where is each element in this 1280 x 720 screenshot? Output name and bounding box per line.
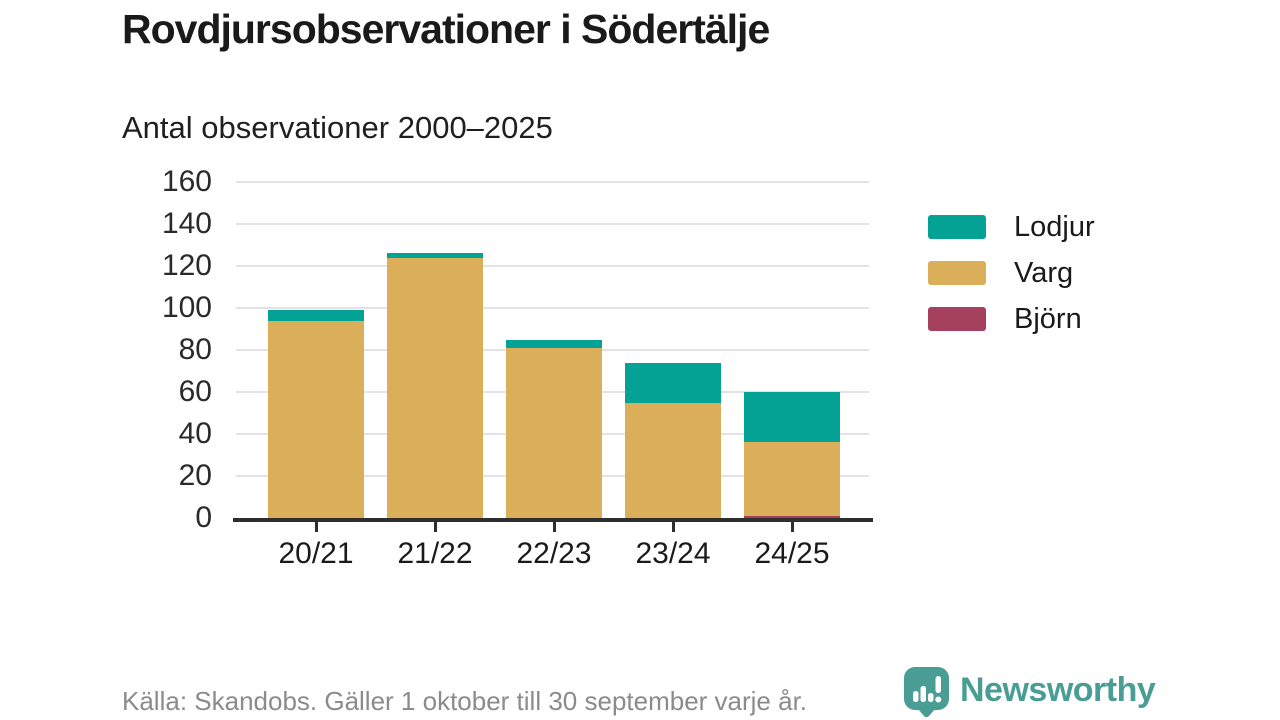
x-axis-tick-label: 20/21 bbox=[278, 537, 354, 570]
legend-label: Björn bbox=[1014, 302, 1082, 335]
bar-segment-lodjur-23-24 bbox=[625, 362, 721, 403]
newsworthy-logo: Newsworthy bbox=[903, 666, 1156, 718]
x-axis-tick-label: 24/25 bbox=[754, 537, 830, 570]
y-axis-tick-label: 140 bbox=[161, 207, 212, 240]
bar-segment-varg-21-22 bbox=[387, 257, 483, 518]
bar-segment-lodjur-20-21 bbox=[268, 310, 364, 321]
newsworthy-logo-icon bbox=[904, 667, 949, 718]
legend-swatch-varg bbox=[928, 261, 986, 285]
plot-area bbox=[236, 181, 869, 518]
legend-swatch-lodjur bbox=[928, 215, 986, 239]
chart-subtitle: Antal observationer 2000–2025 bbox=[122, 110, 553, 145]
bar-segment-varg-20-21 bbox=[268, 320, 364, 518]
bar-segment-varg-24-25 bbox=[744, 442, 840, 516]
x-axis-tick bbox=[314, 522, 318, 532]
legend-item-varg: Varg bbox=[928, 257, 1095, 289]
legend: Lodjur Varg Björn bbox=[928, 211, 1095, 353]
chart-title: Rovdjursobservationer i Södertälje bbox=[122, 6, 770, 52]
legend-item-björn: Björn bbox=[928, 303, 1095, 335]
x-axis-line bbox=[233, 518, 873, 522]
x-axis-tick bbox=[433, 522, 437, 532]
source-note: Källa: Skandobs. Gäller 1 oktober till 3… bbox=[122, 686, 808, 716]
y-axis-tick-label: 120 bbox=[161, 249, 212, 282]
bar-segment-lodjur-22-23 bbox=[506, 339, 602, 348]
legend-label: Lodjur bbox=[1014, 210, 1095, 243]
bar-segment-lodjur-24-25 bbox=[744, 392, 840, 443]
x-axis-tick-label: 23/24 bbox=[635, 537, 711, 570]
gridline-y100 bbox=[236, 307, 869, 309]
y-axis-tick-label: 160 bbox=[161, 165, 212, 198]
y-axis-tick-label: 60 bbox=[178, 375, 212, 408]
legend-label: Varg bbox=[1014, 256, 1074, 289]
y-axis-tick-label: 40 bbox=[178, 417, 212, 450]
newsworthy-logo-text: Newsworthy bbox=[960, 671, 1156, 709]
y-axis-tick-label: 80 bbox=[178, 333, 212, 366]
bar-segment-björn-24-25 bbox=[744, 515, 840, 518]
gridline-y140 bbox=[236, 223, 869, 225]
x-axis-tick bbox=[671, 522, 675, 532]
bar-segment-lodjur-21-22 bbox=[387, 253, 483, 258]
bar-segment-varg-22-23 bbox=[506, 347, 602, 518]
y-axis-tick-label: 100 bbox=[161, 291, 212, 324]
bar-segment-varg-23-24 bbox=[625, 402, 721, 518]
y-axis-tick-label: 20 bbox=[178, 459, 212, 492]
x-axis-tick bbox=[552, 522, 556, 532]
x-axis-tick-label: 21/22 bbox=[397, 537, 473, 570]
legend-item-lodjur: Lodjur bbox=[928, 211, 1095, 243]
x-axis-tick-label: 22/23 bbox=[516, 537, 592, 570]
y-axis-tick-label: 0 bbox=[195, 501, 212, 534]
gridline-y120 bbox=[236, 265, 869, 267]
x-axis-tick bbox=[790, 522, 794, 532]
gridline-y160 bbox=[236, 181, 869, 183]
legend-swatch-björn bbox=[928, 307, 986, 331]
